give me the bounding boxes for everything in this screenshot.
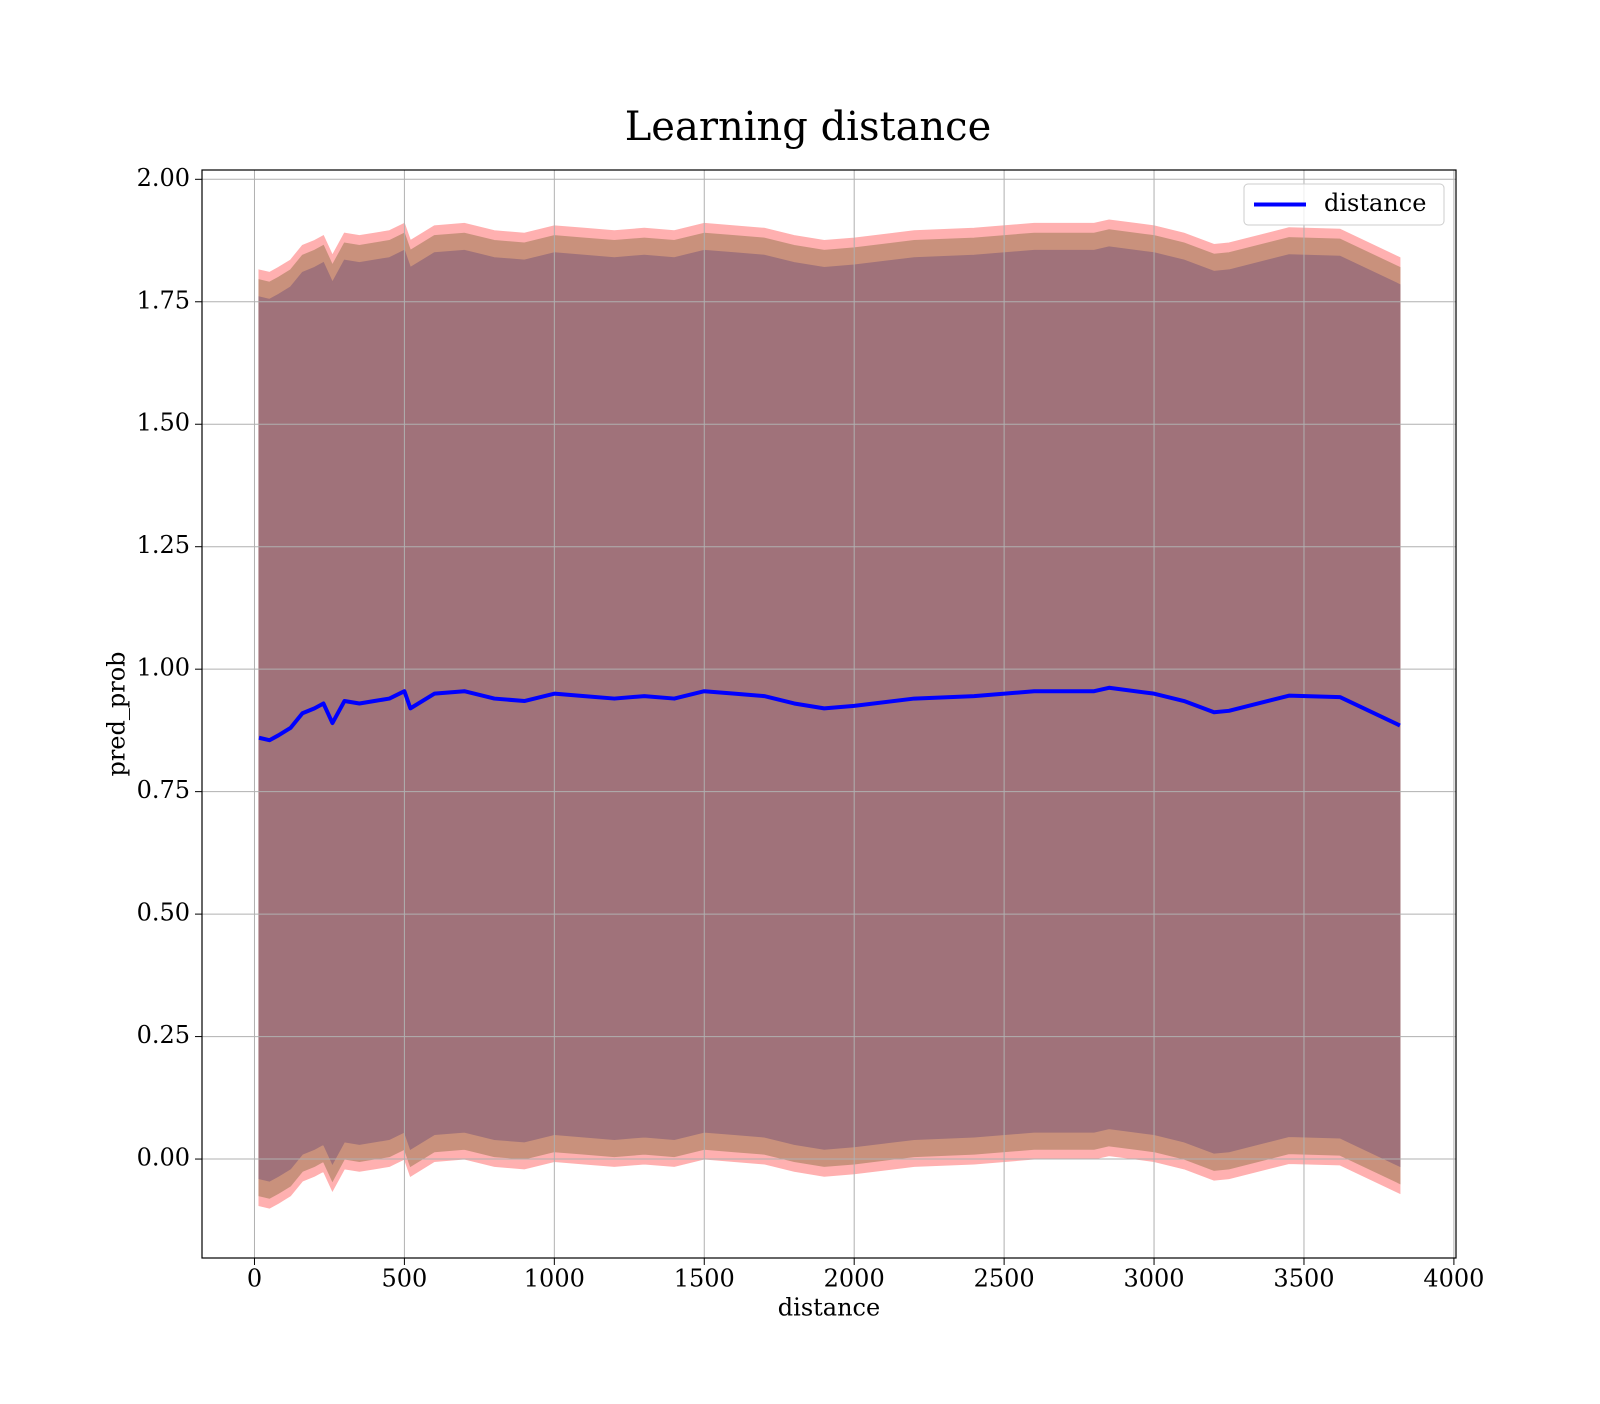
x-tick-label: 2500 — [974, 1265, 1035, 1293]
y-tick-label: 1.00 — [137, 654, 190, 682]
y-tick-label: 0.25 — [137, 1021, 190, 1049]
y-tick-label: 0.50 — [137, 899, 190, 927]
chart-title: Learning distance — [625, 104, 992, 150]
x-tick-label: 0 — [247, 1265, 262, 1293]
y-tick-label: 1.25 — [137, 531, 190, 559]
y-tick-label: 1.50 — [137, 409, 190, 437]
x-tick-label: 1500 — [674, 1265, 735, 1293]
x-tick-label: 3500 — [1273, 1265, 1334, 1293]
band — [258, 246, 1401, 1182]
y-tick-label: 0.75 — [137, 776, 190, 804]
axes-frame — [201, 169, 1457, 1259]
x-tick-label: 3000 — [1124, 1265, 1185, 1293]
x-axis-label: distance — [778, 1294, 880, 1322]
x-tick-label: 4000 — [1423, 1265, 1484, 1293]
y-axis-label: pred_prob — [103, 651, 131, 776]
y-tick-label: 0.00 — [137, 1144, 190, 1172]
legend-label: distance — [1324, 189, 1426, 217]
legend-box — [1243, 183, 1445, 226]
line — [258, 685, 1401, 743]
x-tick-label: 1000 — [524, 1265, 585, 1293]
y-tick-label: 2.00 — [137, 164, 190, 192]
y-tick-label: 1.75 — [137, 286, 190, 314]
x-tick-label: 2000 — [824, 1265, 885, 1293]
x-tick-label: 500 — [381, 1265, 427, 1293]
